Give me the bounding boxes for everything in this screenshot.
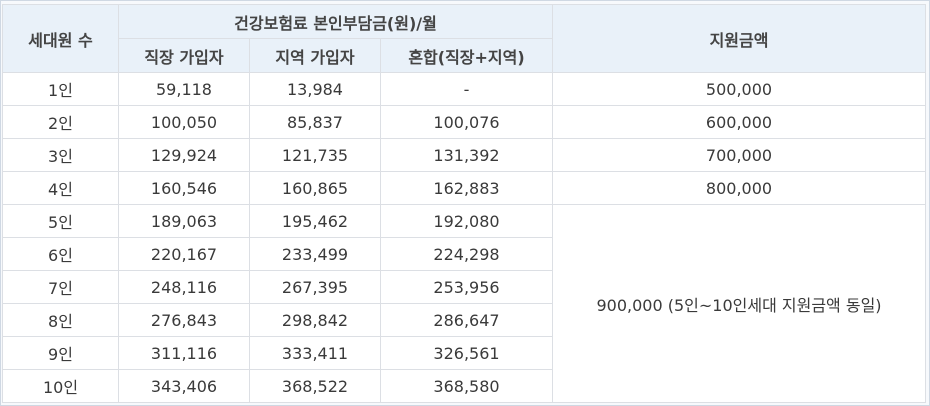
cell-regional: 298,842 — [249, 303, 381, 337]
cell-support: 600,000 — [552, 105, 927, 139]
cell-household: 7인 — [2, 270, 119, 304]
cell-mixed: 192,080 — [379, 204, 554, 238]
header-workplace: 직장 가입자 — [118, 38, 250, 73]
header-mixed: 혼합(직장+지역) — [379, 38, 554, 73]
cell-household: 8인 — [2, 303, 119, 337]
cell-mixed: - — [379, 72, 554, 106]
cell-mixed: 368,580 — [379, 369, 554, 403]
cell-workplace: 343,406 — [118, 369, 250, 403]
cell-workplace: 59,118 — [118, 72, 250, 106]
cell-mixed: 131,392 — [379, 138, 554, 172]
cell-household: 10인 — [2, 369, 119, 403]
cell-household: 3인 — [2, 138, 119, 172]
cell-mixed: 286,647 — [379, 303, 554, 337]
cell-workplace: 160,546 — [118, 171, 250, 205]
cell-household: 1인 — [2, 72, 119, 106]
cell-workplace: 129,924 — [118, 138, 250, 172]
table-row: 2인 100,050 85,837 100,076 600,000 — [2, 105, 927, 139]
cell-regional: 267,395 — [249, 270, 381, 304]
cell-household: 2인 — [2, 105, 119, 139]
cell-regional: 233,499 — [249, 237, 381, 271]
cell-support: 700,000 — [552, 138, 927, 172]
cell-workplace: 311,116 — [118, 336, 250, 370]
cell-workplace: 276,843 — [118, 303, 250, 337]
cell-workplace: 189,063 — [118, 204, 250, 238]
cell-mixed: 162,883 — [379, 171, 554, 205]
table-row: 1인 59,118 13,984 - 500,000 — [2, 72, 927, 106]
cell-regional: 368,522 — [249, 369, 381, 403]
table-row: 7인 248,116 267,395 253,956 — [2, 270, 926, 304]
cell-support: 500,000 — [552, 72, 927, 106]
header-premium-group: 건강보험료 본인부담금(원)/월 — [117, 4, 554, 39]
support-amount-table: 세대원 수 건강보험료 본인부담금(원)/월 지원금액 직장 가입자 지역 가입… — [2, 4, 927, 403]
cell-mixed: 100,076 — [379, 105, 554, 139]
header-regional: 지역 가입자 — [249, 38, 381, 73]
cell-regional: 195,462 — [249, 204, 381, 238]
cell-household: 9인 — [2, 336, 119, 370]
cell-regional: 121,735 — [249, 138, 381, 172]
table-row: 5인 189,063 195,462 192,080 900,000 (5인~1… — [2, 204, 927, 403]
table-row: 8인 276,843 298,842 286,647 — [2, 303, 926, 337]
table-row: 6인 220,167 233,499 224,298 — [2, 237, 926, 271]
cell-support-merged: 900,000 (5인~10인세대 지원금액 동일) — [552, 204, 927, 403]
header-row-top: 세대원 수 건강보험료 본인부담금(원)/월 지원금액 — [2, 4, 927, 73]
cell-mixed: 326,561 — [379, 336, 554, 370]
header-row-sub: 직장 가입자 지역 가입자 혼합(직장+지역) — [3, 38, 926, 73]
table-row: 10인 343,406 368,522 368,580 — [2, 369, 926, 403]
cell-workplace: 220,167 — [118, 237, 250, 271]
cell-workplace: 100,050 — [118, 105, 250, 139]
cell-regional: 333,411 — [249, 336, 381, 370]
cell-household: 6인 — [2, 237, 119, 271]
cell-regional: 13,984 — [249, 72, 381, 106]
header-support-amount: 지원금액 — [552, 4, 927, 73]
cell-mixed: 253,956 — [379, 270, 554, 304]
header-household: 세대원 수 — [2, 4, 119, 73]
table-row: 3인 129,924 121,735 131,392 700,000 — [2, 138, 927, 172]
cell-regional: 85,837 — [249, 105, 381, 139]
cell-household: 5인 — [2, 204, 119, 238]
cell-regional: 160,865 — [249, 171, 381, 205]
cell-support: 800,000 — [552, 171, 927, 205]
cell-workplace: 248,116 — [118, 270, 250, 304]
cell-household: 4인 — [2, 171, 119, 205]
table-row: 9인 311,116 333,411 326,561 — [2, 336, 926, 370]
cell-mixed: 224,298 — [379, 237, 554, 271]
table-row: 4인 160,546 160,865 162,883 800,000 — [2, 171, 927, 205]
